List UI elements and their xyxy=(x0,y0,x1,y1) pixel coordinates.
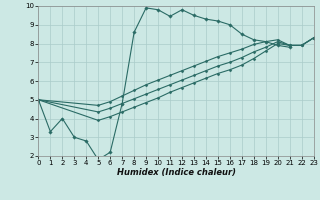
X-axis label: Humidex (Indice chaleur): Humidex (Indice chaleur) xyxy=(116,168,236,177)
